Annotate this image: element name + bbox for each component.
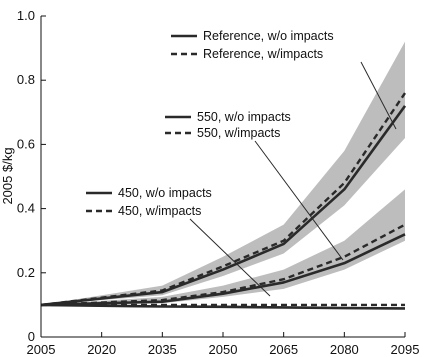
x-tick-label: 2065 bbox=[269, 342, 298, 357]
series-line-550-w-impacts bbox=[40, 223, 406, 307]
y-tick-label: 0.6 bbox=[17, 136, 35, 151]
x-tick-label: 2020 bbox=[87, 342, 116, 357]
x-tick-label: 2050 bbox=[209, 342, 238, 357]
y-tick-label: 0.2 bbox=[17, 265, 35, 280]
legends: Reference, w/o impacts Reference, w/impac… bbox=[86, 29, 397, 297]
y-tick-label: 1.0 bbox=[17, 8, 35, 23]
uncertainty-bands bbox=[41, 41, 405, 305]
x-tick-label: 2035 bbox=[148, 342, 177, 357]
series-line-550-w-o-impacts bbox=[40, 233, 406, 307]
legend-leader-line bbox=[360, 61, 397, 130]
x-tick-label: 2095 bbox=[391, 342, 420, 357]
legend-leader-line bbox=[189, 218, 271, 297]
y-tick-label: 0.4 bbox=[17, 201, 35, 216]
x-tick-label: 2080 bbox=[330, 342, 359, 357]
series-lines bbox=[40, 92, 407, 310]
band-550 bbox=[41, 189, 405, 305]
y-tick-label: 0.8 bbox=[17, 72, 35, 87]
series-line-450-w-o-impacts bbox=[40, 303, 406, 310]
legend-group-3: 450, w/o impacts 450, w/impacts bbox=[86, 186, 271, 297]
legend-label: 550, w/o impacts bbox=[197, 110, 291, 124]
legend-group-2: 550, w/o impacts 550, w/impacts bbox=[165, 110, 344, 261]
y-tick-label: 0 bbox=[28, 329, 35, 344]
legend-label: 550, w/impacts bbox=[197, 126, 280, 140]
x-tick-label: 2005 bbox=[27, 342, 56, 357]
legend-label: Reference, w/impacts bbox=[203, 47, 323, 61]
legend-label: Reference, w/o impacts bbox=[203, 29, 334, 43]
legend-label: 450, w/impacts bbox=[118, 204, 201, 218]
legend-label: 450, w/o impacts bbox=[118, 186, 212, 200]
y-axis-title: 2005 $/kg bbox=[0, 147, 15, 204]
series-line-reference-w-o-impacts bbox=[40, 105, 407, 307]
ticks: 2005 2020 2035 2050 2065 2080 2095 0 0.2 0.4 0.6 0.… bbox=[17, 8, 420, 357]
band-reference bbox=[41, 41, 405, 305]
legend-group-1: Reference, w/o impacts Reference, w/impac… bbox=[171, 29, 397, 130]
series-line-reference-w-impacts bbox=[40, 92, 406, 307]
legend-leader-line bbox=[254, 140, 344, 261]
